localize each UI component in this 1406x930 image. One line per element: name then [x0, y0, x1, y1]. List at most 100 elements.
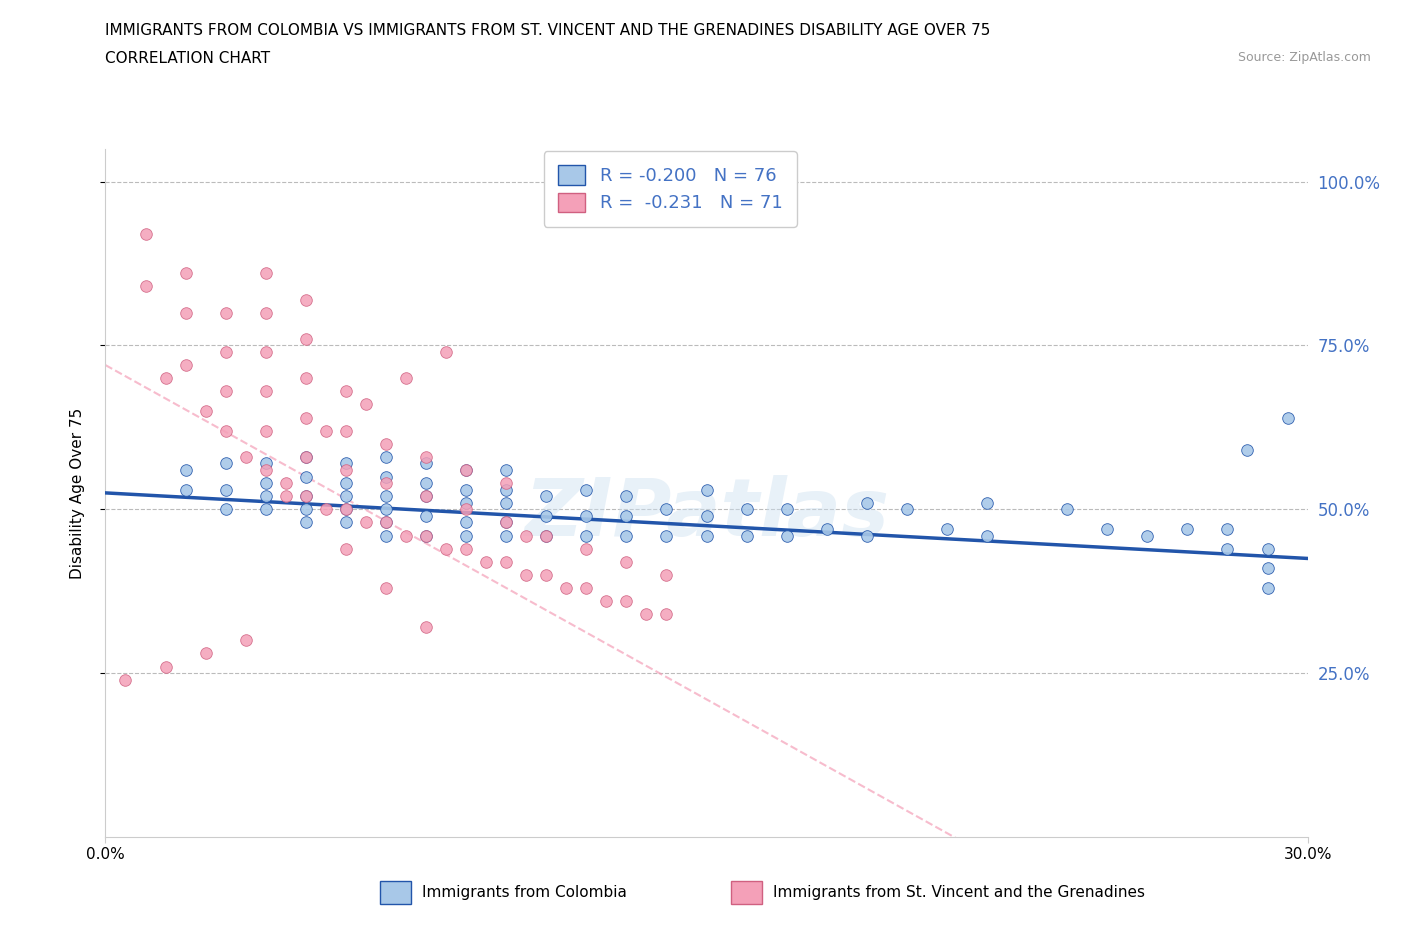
Point	[515, 567, 537, 582]
Point	[174, 462, 197, 477]
Point	[335, 541, 357, 556]
Point	[254, 489, 277, 504]
Point	[575, 541, 598, 556]
Point	[374, 515, 398, 530]
Point	[335, 456, 357, 471]
Point	[415, 619, 437, 634]
Point	[815, 522, 838, 537]
Point	[855, 528, 877, 543]
Point	[475, 554, 498, 569]
Point	[534, 528, 557, 543]
Point	[415, 489, 437, 504]
Point	[295, 489, 318, 504]
Point	[575, 482, 598, 497]
Point	[254, 344, 277, 359]
Point	[534, 567, 557, 582]
Point	[335, 423, 357, 438]
Point	[174, 358, 197, 373]
Point	[976, 496, 998, 511]
Point	[735, 502, 758, 517]
Point	[454, 482, 477, 497]
Point	[434, 541, 457, 556]
Point	[595, 593, 617, 608]
Text: CORRELATION CHART: CORRELATION CHART	[105, 51, 270, 66]
Point	[235, 633, 257, 648]
Point	[374, 489, 398, 504]
Point	[354, 397, 377, 412]
Text: Immigrants from St. Vincent and the Grenadines: Immigrants from St. Vincent and the Gren…	[773, 884, 1146, 900]
Point	[135, 227, 157, 242]
Point	[194, 404, 217, 418]
Point	[1216, 541, 1239, 556]
Point	[575, 580, 598, 595]
Point	[395, 371, 418, 386]
Point	[495, 482, 517, 497]
Point	[454, 502, 477, 517]
Point	[515, 528, 537, 543]
Point	[454, 515, 477, 530]
Point	[616, 489, 638, 504]
Point	[454, 541, 477, 556]
Point	[1257, 541, 1279, 556]
Point	[454, 496, 477, 511]
Point	[235, 449, 257, 464]
Point	[415, 528, 437, 543]
Point	[495, 462, 517, 477]
Point	[374, 469, 398, 484]
Point	[335, 384, 357, 399]
Point	[335, 475, 357, 490]
Point	[575, 528, 598, 543]
Point	[616, 509, 638, 524]
Point	[274, 489, 297, 504]
Point	[896, 502, 918, 517]
Point	[415, 449, 437, 464]
Point	[655, 606, 678, 621]
Point	[495, 515, 517, 530]
Point	[335, 489, 357, 504]
Point	[335, 515, 357, 530]
Point	[295, 371, 318, 386]
Point	[254, 266, 277, 281]
Point	[214, 384, 236, 399]
Point	[254, 502, 277, 517]
Point	[254, 423, 277, 438]
Point	[295, 469, 318, 484]
Point	[374, 436, 398, 451]
Point	[214, 305, 236, 320]
Point	[374, 502, 398, 517]
Point	[936, 522, 959, 537]
Point	[315, 423, 337, 438]
Point	[374, 515, 398, 530]
Point	[415, 528, 437, 543]
Point	[114, 672, 136, 687]
Point	[295, 449, 318, 464]
Point	[374, 475, 398, 490]
Point	[155, 371, 177, 386]
Point	[534, 509, 557, 524]
Point	[655, 502, 678, 517]
Point	[295, 502, 318, 517]
Point	[696, 528, 718, 543]
Point	[315, 502, 337, 517]
Point	[295, 515, 318, 530]
Point	[415, 509, 437, 524]
Point	[335, 502, 357, 517]
Point	[174, 266, 197, 281]
Point	[1257, 580, 1279, 595]
Point	[395, 528, 418, 543]
Point	[335, 462, 357, 477]
Text: IMMIGRANTS FROM COLOMBIA VS IMMIGRANTS FROM ST. VINCENT AND THE GRENADINES DISAB: IMMIGRANTS FROM COLOMBIA VS IMMIGRANTS F…	[105, 23, 991, 38]
Point	[495, 554, 517, 569]
Point	[495, 475, 517, 490]
Point	[776, 502, 799, 517]
Point	[194, 646, 217, 661]
Point	[174, 305, 197, 320]
Point	[976, 528, 998, 543]
Point	[495, 515, 517, 530]
Point	[696, 509, 718, 524]
Point	[254, 475, 277, 490]
Point	[254, 305, 277, 320]
Point	[214, 482, 236, 497]
Point	[1136, 528, 1159, 543]
Point	[1056, 502, 1078, 517]
